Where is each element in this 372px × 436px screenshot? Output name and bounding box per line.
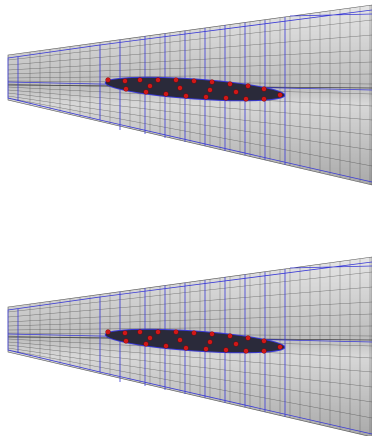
mesh-view-bottom	[8, 257, 372, 436]
mesh-view-top	[8, 5, 372, 185]
screenshot	[0, 0, 372, 436]
